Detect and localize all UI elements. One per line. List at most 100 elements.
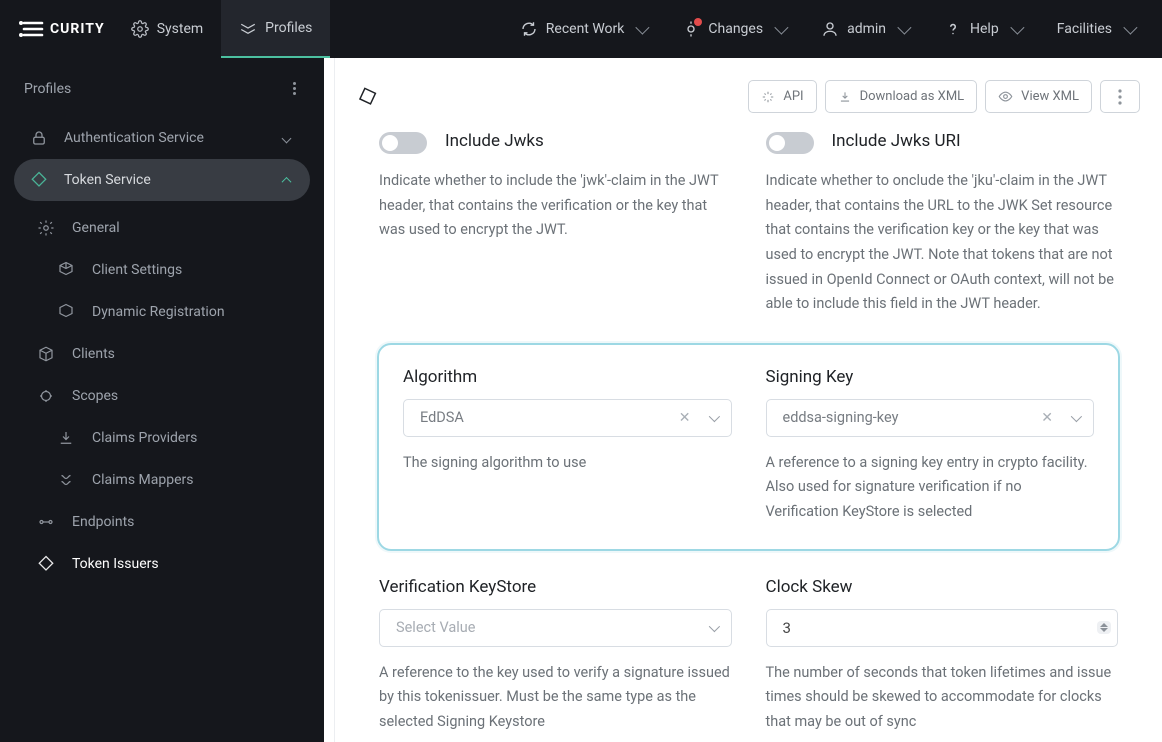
sidebar-item-label: Clients <box>72 346 310 362</box>
include-jwks-uri-toggle[interactable] <box>766 132 814 154</box>
tag-outline-icon <box>354 82 382 110</box>
nav-admin-label: admin <box>847 21 886 37</box>
changes-icon <box>682 20 700 38</box>
sidebar-item-label: Claims Providers <box>92 430 310 446</box>
number-stepper[interactable] <box>1097 621 1111 634</box>
sidebar-sub-endpoints[interactable]: Endpoints <box>20 501 324 543</box>
content-toolbar: API Download as XML View XML <box>353 74 1144 131</box>
connection-icon <box>34 513 58 531</box>
more-button[interactable] <box>1100 80 1140 113</box>
sidebar-item-label: Dynamic Registration <box>92 304 310 320</box>
changes-badge <box>694 18 702 26</box>
sidebar-item-label: Authentication Service <box>64 130 269 146</box>
verification-keystore-select[interactable]: Select Value <box>379 609 732 647</box>
chevron-down-icon <box>282 133 292 143</box>
nav-help[interactable]: Help <box>926 0 1039 58</box>
tag-icon <box>34 555 58 573</box>
include-jwks-toggle[interactable] <box>379 132 427 154</box>
field-help: A reference to a signing key entry in cr… <box>766 451 1095 525</box>
input-value: 3 <box>783 619 1098 637</box>
sparkle-icon <box>761 90 775 104</box>
tag-icon <box>28 171 50 189</box>
nav-facilities[interactable]: Facilities <box>1039 0 1152 58</box>
button-label: Download as XML <box>860 89 965 104</box>
sidebar-sub-token-issuers[interactable]: Token Issuers <box>20 543 324 585</box>
field-help: Indicate whether to onclude the 'jku'-cl… <box>766 169 1119 317</box>
download-icon <box>838 90 852 104</box>
nav-system[interactable]: System <box>113 0 221 58</box>
box-icon <box>54 261 78 279</box>
map-icon <box>54 471 78 489</box>
layers-icon <box>239 19 257 37</box>
field-help: Indicate whether to include the 'jwk'-cl… <box>379 169 732 243</box>
gear-icon <box>131 20 149 38</box>
brand-name: CURITY <box>50 21 105 37</box>
sidebar-sub-claims-providers[interactable]: Claims Providers <box>20 417 324 459</box>
sidebar-sub-dynamic-registration[interactable]: Dynamic Registration <box>20 291 324 333</box>
sidebar-item-token-service[interactable]: Token Service <box>14 159 310 201</box>
signing-key-select[interactable]: eddsa-signing-key ✕ <box>766 399 1095 437</box>
brand-logo[interactable]: CURITY <box>10 21 113 37</box>
nav-changes-label: Changes <box>708 21 763 37</box>
sidebar-menu-button[interactable] <box>289 78 300 99</box>
button-label: API <box>783 89 803 104</box>
main-content: API Download as XML View XML Include J <box>334 58 1162 742</box>
field-label: Include Jwks <box>445 131 544 151</box>
clock-skew-input[interactable]: 3 <box>766 609 1119 647</box>
nav-facilities-label: Facilities <box>1057 21 1112 37</box>
nav-profiles-label: Profiles <box>265 20 312 36</box>
field-help: The signing algorithm to use <box>403 451 732 476</box>
sidebar-item-label: General <box>72 220 310 236</box>
download-icon <box>54 429 78 447</box>
field-help: A reference to the key used to verify a … <box>379 661 732 735</box>
chevron-down-icon <box>708 621 719 632</box>
sidebar-item-label: Claims Mappers <box>92 472 310 488</box>
brand-mark-icon <box>18 21 44 37</box>
chevron-down-icon <box>1071 411 1082 422</box>
topbar: CURITY System Profiles Recent Work Chang… <box>0 0 1162 58</box>
sidebar-sub-scopes[interactable]: Scopes <box>20 375 324 417</box>
field-label: Include Jwks URI <box>832 131 961 151</box>
sidebar-item-label: Scopes <box>72 388 310 404</box>
chevron-down-icon <box>708 411 719 422</box>
target-icon <box>34 387 58 405</box>
sidebar-title: Profiles <box>24 81 71 97</box>
algorithm-select[interactable]: EdDSA ✕ <box>403 399 732 437</box>
sidebar-item-label: Token Issuers <box>72 556 310 572</box>
sidebar-sub-client-settings[interactable]: Client Settings <box>20 249 324 291</box>
nav-help-label: Help <box>970 21 999 37</box>
step-down-icon[interactable] <box>1100 628 1108 632</box>
api-button[interactable]: API <box>748 80 816 113</box>
help-icon <box>944 20 962 38</box>
gear-icon <box>34 219 58 237</box>
sidebar-sub-clients[interactable]: Clients <box>20 333 324 375</box>
chevron-down-icon <box>636 21 650 35</box>
refresh-icon <box>520 20 538 38</box>
nav-recent-work[interactable]: Recent Work <box>502 0 665 58</box>
step-up-icon[interactable] <box>1100 623 1108 627</box>
cube-icon <box>34 345 58 363</box>
clear-icon[interactable]: ✕ <box>679 410 691 426</box>
nav-changes[interactable]: Changes <box>664 0 803 58</box>
sidebar-sub-claims-mappers[interactable]: Claims Mappers <box>20 459 324 501</box>
view-xml-button[interactable]: View XML <box>985 80 1092 113</box>
sidebar-item-auth-service[interactable]: Authentication Service <box>14 117 310 159</box>
select-placeholder: Select Value <box>396 619 699 636</box>
sidebar-sub-general[interactable]: General <box>20 207 324 249</box>
sidebar-item-label: Client Settings <box>92 262 310 278</box>
sidebar-item-label: Endpoints <box>72 514 310 530</box>
sidebar-item-label: Token Service <box>64 172 269 188</box>
nav-profiles[interactable]: Profiles <box>221 0 330 58</box>
field-help: The number of seconds that token lifetim… <box>766 661 1119 735</box>
chevron-up-icon <box>282 176 292 186</box>
user-icon <box>821 20 839 38</box>
sidebar: Profiles Authentication Service Token Se… <box>0 58 324 742</box>
nav-admin[interactable]: admin <box>803 0 926 58</box>
eye-icon <box>998 89 1013 104</box>
field-label: Algorithm <box>403 367 732 387</box>
download-xml-button[interactable]: Download as XML <box>825 80 978 113</box>
chevron-down-icon <box>1010 21 1024 35</box>
lock-icon <box>28 129 50 147</box>
clear-icon[interactable]: ✕ <box>1041 410 1053 426</box>
select-value: EdDSA <box>420 409 671 426</box>
